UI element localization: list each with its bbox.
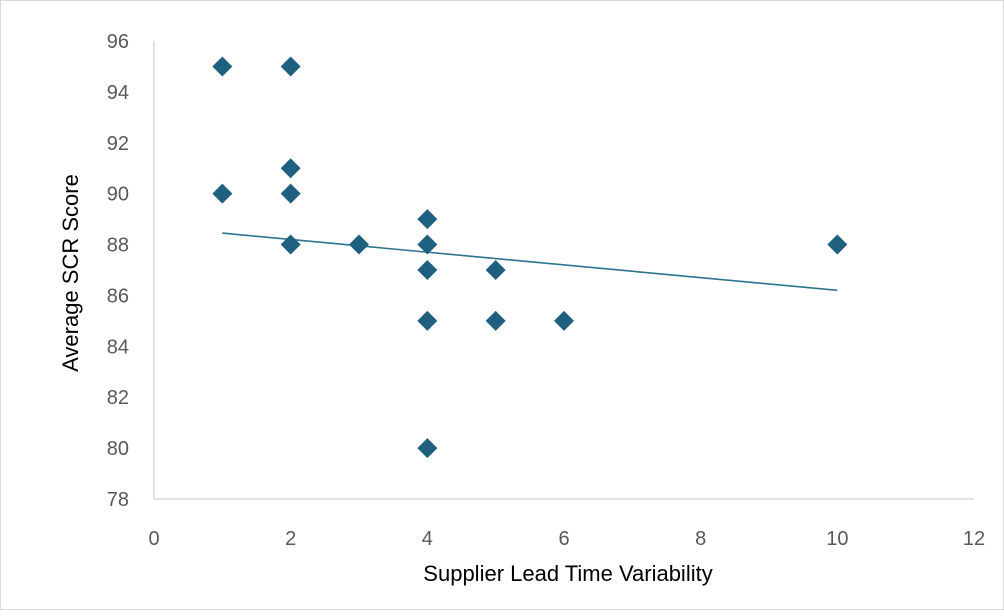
data-point xyxy=(417,234,438,255)
data-point xyxy=(212,183,233,204)
y-tick-label: 92 xyxy=(107,133,129,155)
x-tick-label: 6 xyxy=(558,528,569,550)
data-point xyxy=(485,260,506,280)
x-tick-label: 12 xyxy=(963,528,985,550)
x-tick-label: 0 xyxy=(148,528,159,550)
x-tick-labels: 0 2 4 6 8 10 12 xyxy=(148,528,985,550)
y-tick-label: 94 xyxy=(107,82,129,104)
data-point xyxy=(280,234,301,255)
data-point xyxy=(827,234,848,255)
x-axis-title: Supplier Lead Time Variability xyxy=(423,561,712,586)
y-tick-label: 96 xyxy=(107,31,129,53)
data-point xyxy=(349,234,369,255)
data-point xyxy=(417,209,438,230)
x-tick-label: 10 xyxy=(826,528,848,550)
data-point xyxy=(280,158,301,179)
data-points xyxy=(212,56,848,459)
x-tick-label: 2 xyxy=(285,528,296,550)
y-tick-label: 88 xyxy=(107,235,129,257)
data-point xyxy=(280,183,301,204)
y-tick-label: 82 xyxy=(107,387,129,409)
data-point xyxy=(417,260,438,280)
y-tick-label: 84 xyxy=(107,336,129,358)
y-tick-label: 78 xyxy=(107,489,129,511)
y-axis-title: Average SCR Score xyxy=(58,174,83,372)
x-tick-label: 8 xyxy=(695,528,706,550)
data-point xyxy=(417,438,438,459)
trendline xyxy=(222,232,838,292)
data-point xyxy=(554,310,574,331)
axes xyxy=(153,41,974,500)
y-tick-label: 86 xyxy=(107,285,129,307)
y-tick-label: 90 xyxy=(107,184,129,206)
y-tick-labels: 78 80 82 84 86 88 90 92 94 96 xyxy=(107,31,129,511)
data-point xyxy=(280,56,301,77)
data-point xyxy=(417,310,438,331)
x-tick-label: 4 xyxy=(422,528,433,550)
y-tick-label: 80 xyxy=(107,438,129,460)
data-point xyxy=(485,310,506,331)
trendline-group xyxy=(222,232,838,292)
data-point xyxy=(212,56,233,77)
